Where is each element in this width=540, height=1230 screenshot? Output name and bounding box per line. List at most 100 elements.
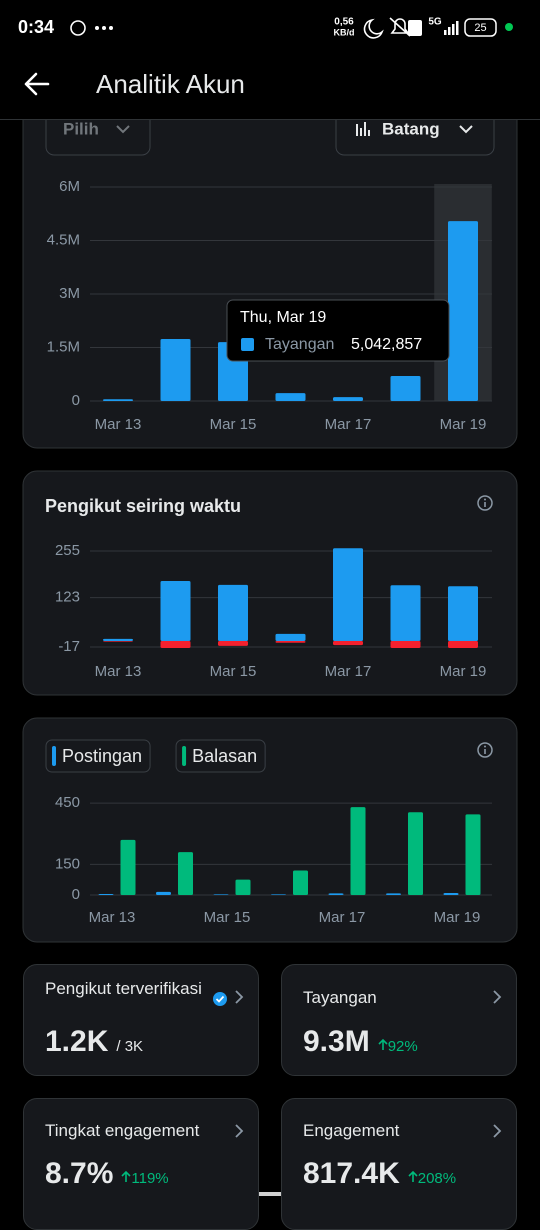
charts: 0 1.5M 3M 4.5M 6M Mar 13 Mar 15 Mar 17 Mar 19 Thu…: [45, 178, 492, 926]
x-tick-label: Mar 19: [440, 416, 487, 433]
y-tick-label: 150: [55, 855, 80, 872]
chevron: [459, 125, 473, 134]
x-tick-label: Mar 19: [434, 909, 481, 926]
screen: Pilih Batang Pengikut seiring waktu 0 1.5…: [0, 16, 540, 1196]
card-change: 92%: [387, 1038, 418, 1055]
fb-icon: [70, 20, 86, 36]
bar-icon: [356, 122, 370, 136]
stat-card[interactable]: Engagement 817.4K 208%: [281, 1098, 517, 1230]
bar: [275, 640, 306, 643]
y-tick-label: 0: [72, 886, 80, 903]
card-change-wrap: 119%: [121, 1170, 169, 1187]
bar: [333, 397, 363, 401]
stat-card[interactable]: Pengikut terverifikasi 1.2K / 3K: [23, 964, 259, 1076]
x-tick-label: Mar 13: [95, 416, 142, 433]
signal-icon: [444, 21, 459, 35]
header-border: [0, 119, 540, 120]
bar: [443, 892, 459, 895]
clock: 0:34: [18, 17, 54, 37]
card-title: Engagement: [303, 1121, 400, 1140]
card-change: 119%: [131, 1170, 169, 1187]
back-button[interactable]: [24, 72, 50, 96]
dot: [505, 23, 513, 31]
chevron: [235, 1124, 244, 1138]
chevron: [116, 125, 130, 134]
bar: [103, 640, 133, 642]
battery: [464, 18, 497, 37]
card-title: Tingkat engagement: [45, 1121, 200, 1140]
chart-type-label: Batang: [382, 119, 440, 138]
legend-label: Postingan: [62, 746, 142, 766]
legend-item[interactable]: [45, 739, 151, 773]
x-tick-label: Mar 17: [325, 416, 372, 433]
bar: [448, 586, 478, 641]
bar: [160, 640, 191, 648]
x-tick-label: Mar 17: [319, 909, 366, 926]
bar: [103, 638, 133, 641]
stat-card[interactable]: Tayangan 9.3M 92%: [281, 964, 517, 1076]
bar: [178, 852, 193, 895]
legend-item[interactable]: [175, 739, 266, 773]
range-label: Pilih: [63, 119, 99, 138]
bar: [465, 814, 481, 895]
y-tick-label: 6M: [59, 178, 80, 195]
battery-level: 25: [474, 22, 486, 34]
bar: [275, 633, 306, 641]
y-tick-label: 4.5M: [47, 231, 80, 248]
x-tick-label: Mar 19: [440, 663, 487, 680]
bar: [103, 399, 133, 401]
y-tick-label: -17: [58, 638, 80, 655]
x-tick-label: Mar 13: [95, 663, 142, 680]
bar: [218, 584, 248, 641]
bar: [120, 839, 136, 895]
chart-title: Pengikut seiring waktu: [45, 496, 241, 516]
x-tick-label: Mar 17: [325, 663, 372, 680]
bar: [156, 891, 171, 895]
bar: [386, 893, 401, 895]
bar: [350, 807, 366, 895]
card-value-row: 817.4K 208%: [303, 1157, 456, 1191]
x-tick-label: Mar 15: [210, 663, 257, 680]
chevron: [493, 990, 502, 1004]
y-tick-label: 0: [72, 392, 80, 409]
up-arrow: [378, 1038, 388, 1050]
moon-icon: [363, 18, 384, 39]
bar: [293, 870, 308, 895]
bar: [271, 894, 286, 895]
x-tick-label: Mar 15: [204, 909, 251, 926]
volte-icon: [408, 20, 422, 36]
net-speed: 0,56: [334, 17, 354, 28]
card-value: 9.3M: [303, 1025, 370, 1058]
up-arrow: [121, 1170, 131, 1182]
bar: [218, 640, 248, 646]
legend-swatch: [52, 746, 56, 766]
page: Pilih Batang Pengikut seiring waktu 0 1.5…: [0, 16, 540, 1230]
card-value: 8.7%: [45, 1157, 114, 1190]
tooltip-value: 5,042,857: [351, 336, 422, 353]
network: 5G: [428, 17, 442, 28]
tooltip-title: Thu, Mar 19: [240, 309, 326, 326]
y-tick-label: 450: [55, 794, 80, 811]
chevron: [235, 990, 244, 1004]
bar: [98, 893, 114, 895]
tooltip-series: Tayangan: [265, 336, 334, 353]
info-icon[interactable]: [477, 495, 493, 511]
tooltip-swatch: [241, 338, 254, 351]
card-change-wrap: 208%: [408, 1170, 456, 1187]
bar: [160, 338, 191, 401]
chevron: [493, 1124, 502, 1138]
bar: [448, 640, 478, 648]
posts-card: [22, 717, 518, 943]
tooltip-box: [226, 299, 450, 362]
bar: [390, 585, 421, 641]
bar: [333, 548, 363, 641]
bar: [235, 879, 251, 895]
up-arrow: [408, 1170, 418, 1182]
card-value-row: 9.3M 92%: [303, 1025, 418, 1059]
info-icon[interactable]: [477, 742, 493, 758]
bar: [448, 221, 478, 401]
stat-card[interactable]: Tingkat engagement 8.7% 119%: [23, 1098, 259, 1230]
card-change-wrap: 92%: [378, 1038, 418, 1055]
card-change: 208%: [417, 1170, 457, 1187]
y-tick-label: 1.5M: [47, 338, 80, 355]
